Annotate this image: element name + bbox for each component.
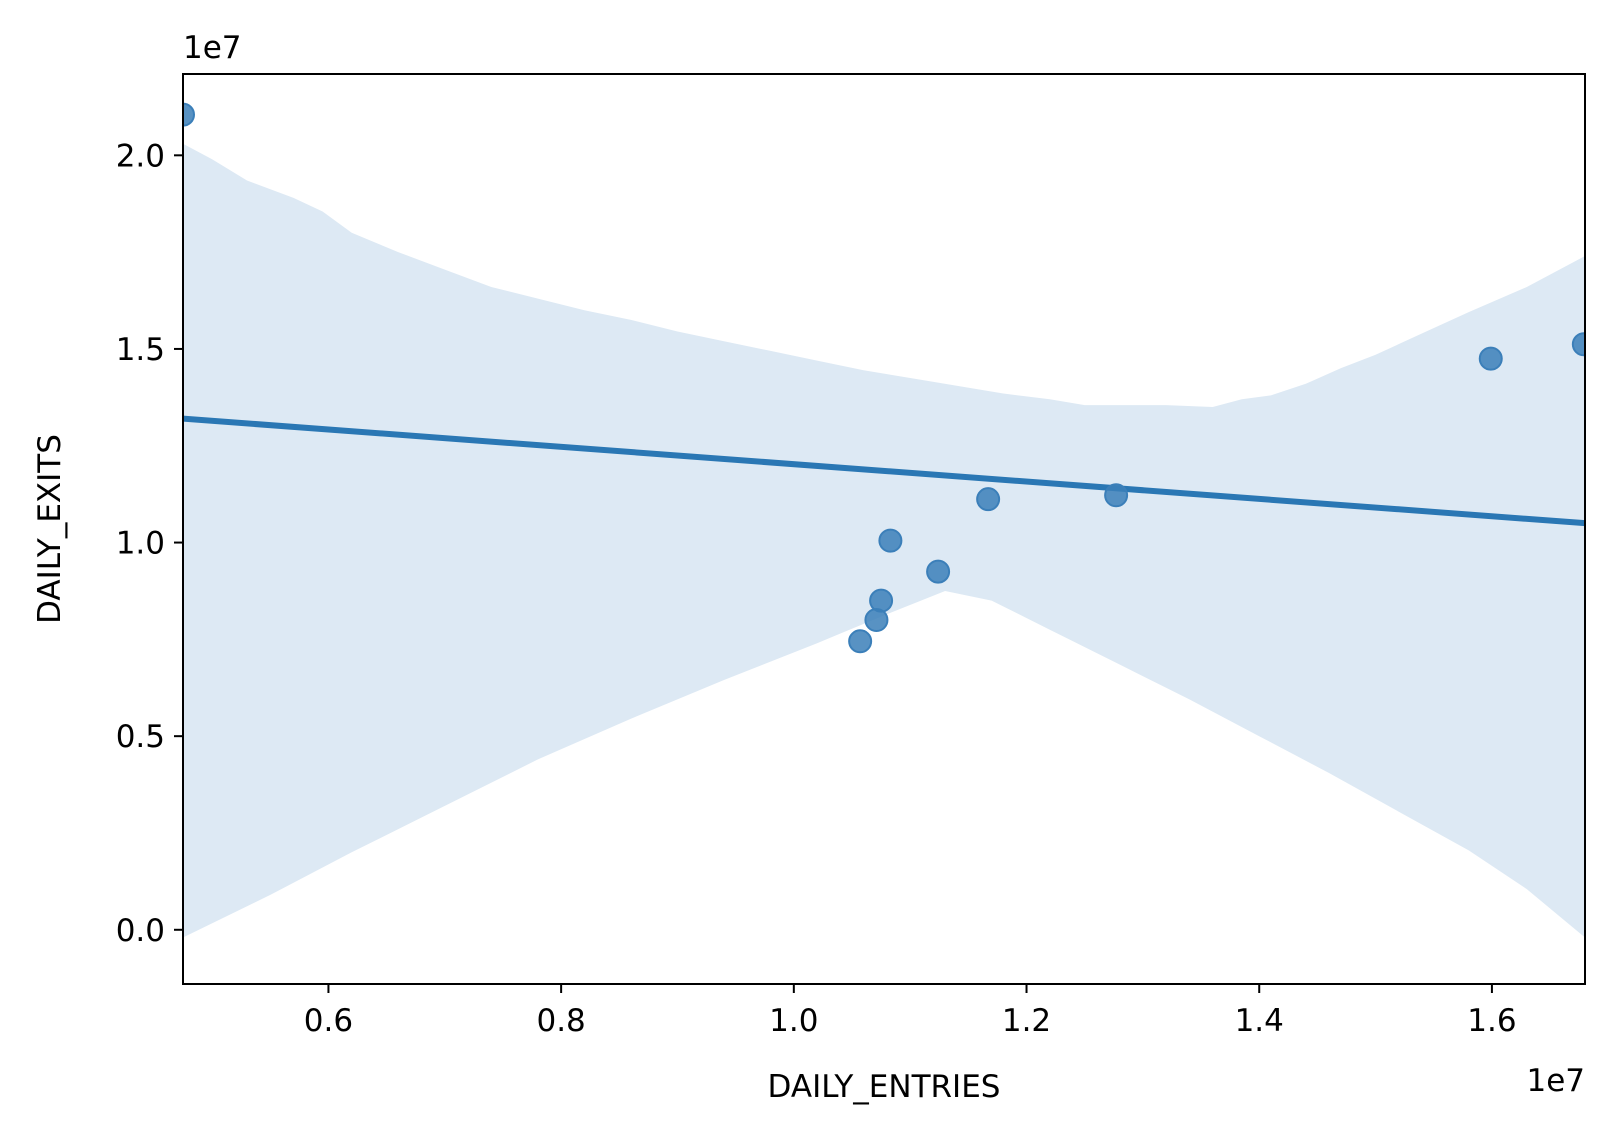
- y-tick-label: 0.5: [116, 719, 165, 755]
- data-point: [976, 487, 1001, 512]
- y-tick-label: 1.0: [116, 526, 165, 562]
- x-tick-label: 1.6: [1467, 1003, 1516, 1039]
- x-tick-label: 0.6: [304, 1003, 353, 1039]
- regression-line: [183, 415, 1585, 527]
- data-point: [878, 528, 903, 553]
- data-points: [183, 102, 1585, 654]
- y-tick-label: 0.0: [116, 913, 165, 949]
- x-tick-label: 1.4: [1235, 1003, 1284, 1039]
- x-axis-ticks: 0.6 0.8 1.0 1.2 1.4 1.6: [304, 984, 1517, 1039]
- x-tick-label: 1.0: [769, 1003, 818, 1039]
- y-tick-label: 1.5: [116, 332, 165, 368]
- data-point: [1571, 332, 1585, 357]
- data-point: [869, 588, 894, 613]
- data-point: [926, 559, 951, 584]
- x-offset-label: 1e7: [1526, 1063, 1585, 1099]
- y-axis-label: DAILY_EXITS: [32, 434, 68, 624]
- plot-area: [183, 102, 1585, 938]
- x-axis-label: DAILY_ENTRIES: [768, 1069, 1001, 1105]
- data-point: [848, 629, 873, 654]
- y-offset-label: 1e7: [183, 30, 242, 66]
- axes-frame: [182, 73, 1586, 985]
- data-point: [864, 608, 889, 632]
- data-point: [1478, 346, 1503, 371]
- y-axis-ticks: 0.0 0.5 1.0 1.5 2.0: [116, 138, 183, 949]
- x-tick-label: 1.2: [1002, 1003, 1051, 1039]
- x-tick-label: 0.8: [536, 1003, 585, 1039]
- data-point: [1104, 483, 1129, 508]
- data-point: [183, 102, 195, 127]
- y-tick-label: 2.0: [116, 138, 165, 174]
